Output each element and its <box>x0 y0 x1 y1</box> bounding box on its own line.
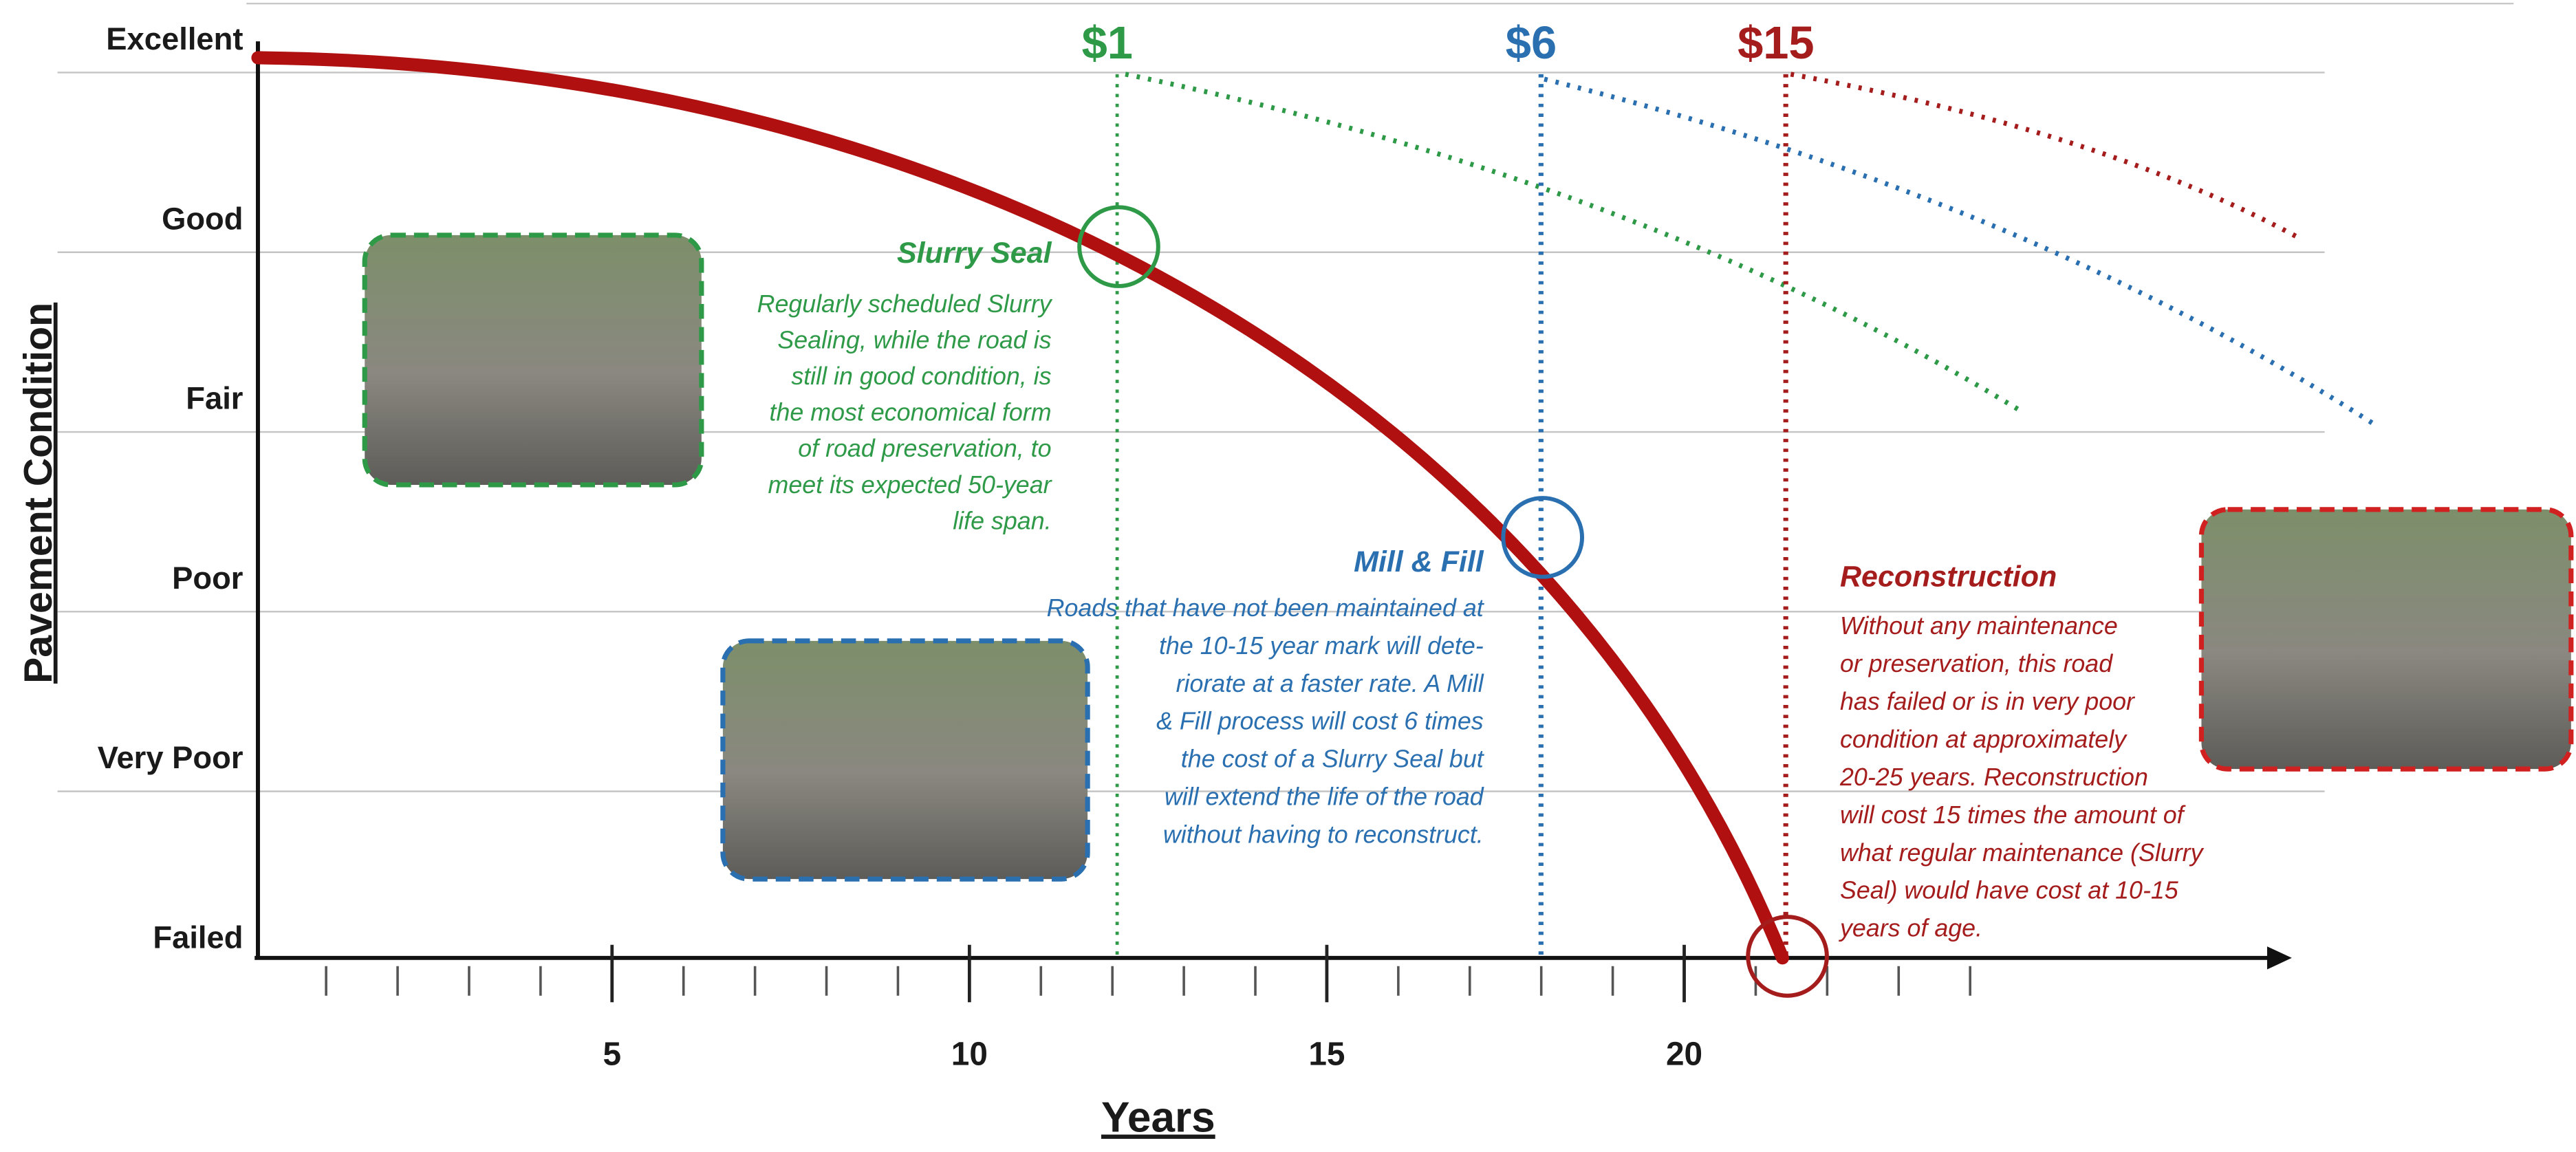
x-tick-label: 20 <box>1666 1036 1702 1073</box>
treatment-text: or preservation, this road <box>1840 650 2113 677</box>
cost-label: $6 <box>1506 17 1557 69</box>
y-category-label: Very Poor <box>98 740 243 775</box>
y-category-label: Failed <box>153 920 243 955</box>
photo <box>2198 507 2574 772</box>
photo <box>362 232 704 488</box>
treatment-text: what regular maintenance (Slurry <box>1840 839 2205 867</box>
x-axis-label: Years <box>1101 1094 1215 1142</box>
y-category-label: Poor <box>172 561 243 596</box>
treatment-point <box>1746 915 1829 998</box>
treatment-name: Reconstruction <box>1840 560 2057 593</box>
y-category-label: Good <box>162 201 243 236</box>
treatment-text: still in good condition, is <box>791 362 1051 390</box>
y-axis-label: Pavement Condition <box>17 303 61 684</box>
treatment-text: has failed or is in very poor <box>1840 688 2136 715</box>
treatment-text: & Fill process will cost 6 times <box>1156 708 1484 735</box>
treatment-text: the 10-15 year mark will dete- <box>1159 632 1484 660</box>
y-category-label: Fair <box>186 381 243 416</box>
treatment-text: of road preservation, to <box>798 435 1051 462</box>
treatment-point <box>1077 205 1160 288</box>
treatment-text: the cost of a Slurry Seal but <box>1181 746 1485 773</box>
treatment-text: meet its expected 50-year <box>768 471 1053 499</box>
x-axis-arrow <box>2266 946 2292 970</box>
deterioration-curve <box>251 51 1789 965</box>
treatment-text: Roads that have not been maintained at <box>1047 594 1485 622</box>
treatment-point <box>1501 496 1585 579</box>
treatment-text: Sealing, while the road is <box>777 327 1051 354</box>
cost-label: $15 <box>1738 17 1815 69</box>
photo <box>720 638 1090 882</box>
treatment-text: Without any maintenance <box>1840 612 2118 640</box>
treatment-text: 20-25 years. Reconstruction <box>1839 763 2148 791</box>
x-tick-label: 10 <box>951 1036 988 1073</box>
x-tick-label: 5 <box>603 1036 621 1073</box>
treatment-name: Mill & Fill <box>1354 545 1484 578</box>
treatment-text: condition at approximately <box>1840 726 2128 753</box>
y-category-label: Excellent <box>106 21 243 56</box>
x-tick-label: 15 <box>1308 1036 1345 1073</box>
treatment-text: Seal) would have cost at 10-15 <box>1840 877 2178 904</box>
treatment-name: Slurry Seal <box>897 237 1052 270</box>
treatment-text: life span. <box>953 507 1051 534</box>
treatment-text: years of age. <box>1838 915 1982 942</box>
treatment-text: riorate at a faster rate. A Mill <box>1176 670 1484 697</box>
extended-life-curve <box>1125 72 2022 413</box>
extended-life-curve <box>1790 72 2302 241</box>
cost-label: $1 <box>1082 17 1133 69</box>
treatment-text: without having to reconstruct. <box>1163 821 1484 849</box>
treatment-text: the most economical form <box>770 399 1052 426</box>
treatment-text: will cost 15 times the amount of <box>1840 801 2187 829</box>
treatment-text: Regularly scheduled Slurry <box>757 290 1053 318</box>
treatment-text: will extend the life of the road <box>1165 783 1484 811</box>
